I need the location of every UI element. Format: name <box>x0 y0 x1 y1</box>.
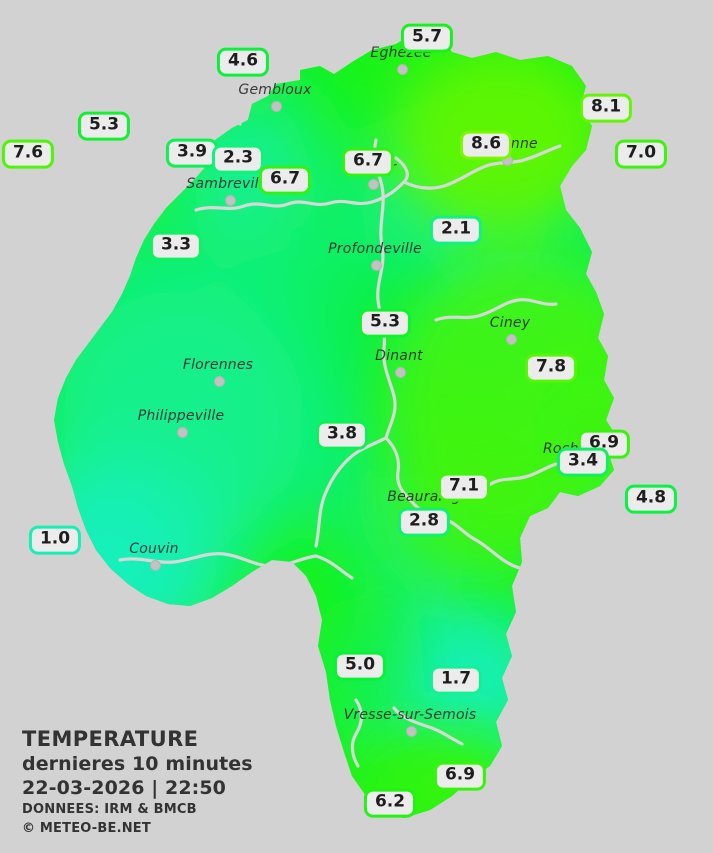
temperature-value-chip: 2.8 <box>397 507 451 537</box>
temperature-value-chip: 7.1 <box>437 472 491 502</box>
caption-subtitle: dernieres 10 minutes <box>22 752 253 775</box>
temperature-value-chip: 4.8 <box>624 484 678 514</box>
temperature-value-chip: 6.2 <box>363 788 417 818</box>
temperature-value-chip: 3.4 <box>556 447 610 477</box>
temperature-value-chip: 1.7 <box>429 665 483 695</box>
temperature-value-chip: 7.8 <box>524 353 578 383</box>
caption-source: DONNEES: IRM & BMCB <box>22 802 197 818</box>
temperature-value-chip: 6.9 <box>433 761 487 791</box>
temperature-value-chip: 3.9 <box>165 138 219 168</box>
temperature-value-chip: 8.1 <box>579 93 633 123</box>
temperature-value-chip: 5.7 <box>400 23 454 53</box>
temperature-value-chip: 6.7 <box>258 165 312 195</box>
temperature-value-chip: 6.7 <box>341 147 395 177</box>
caption-block: TEMPERATURE dernieres 10 minutes 22-03-2… <box>22 726 253 839</box>
caption-title: TEMPERATURE <box>22 726 199 751</box>
caption-copyright: © METEO-BE.NET <box>22 821 151 837</box>
temperature-value-chip: 5.3 <box>77 111 131 141</box>
temperature-value-chip: 2.3 <box>211 144 265 174</box>
temperature-value-chip: 7.0 <box>614 139 668 169</box>
temperature-value-chip: 2.1 <box>429 215 483 245</box>
temperature-value-chip: 3.8 <box>315 420 369 450</box>
temperature-value-chip: 8.6 <box>459 130 513 160</box>
caption-datetime: 22-03-2026 | 22:50 <box>22 777 226 800</box>
temperature-value-chip: 7.6 <box>1 139 55 169</box>
temperature-value-chip: 4.6 <box>216 47 270 77</box>
temperature-value-chip: 3.3 <box>149 231 203 261</box>
temperature-value-chip: 5.0 <box>333 651 387 681</box>
temperature-value-chip: 5.3 <box>358 308 412 338</box>
temperature-value-chip: 1.0 <box>28 525 82 555</box>
